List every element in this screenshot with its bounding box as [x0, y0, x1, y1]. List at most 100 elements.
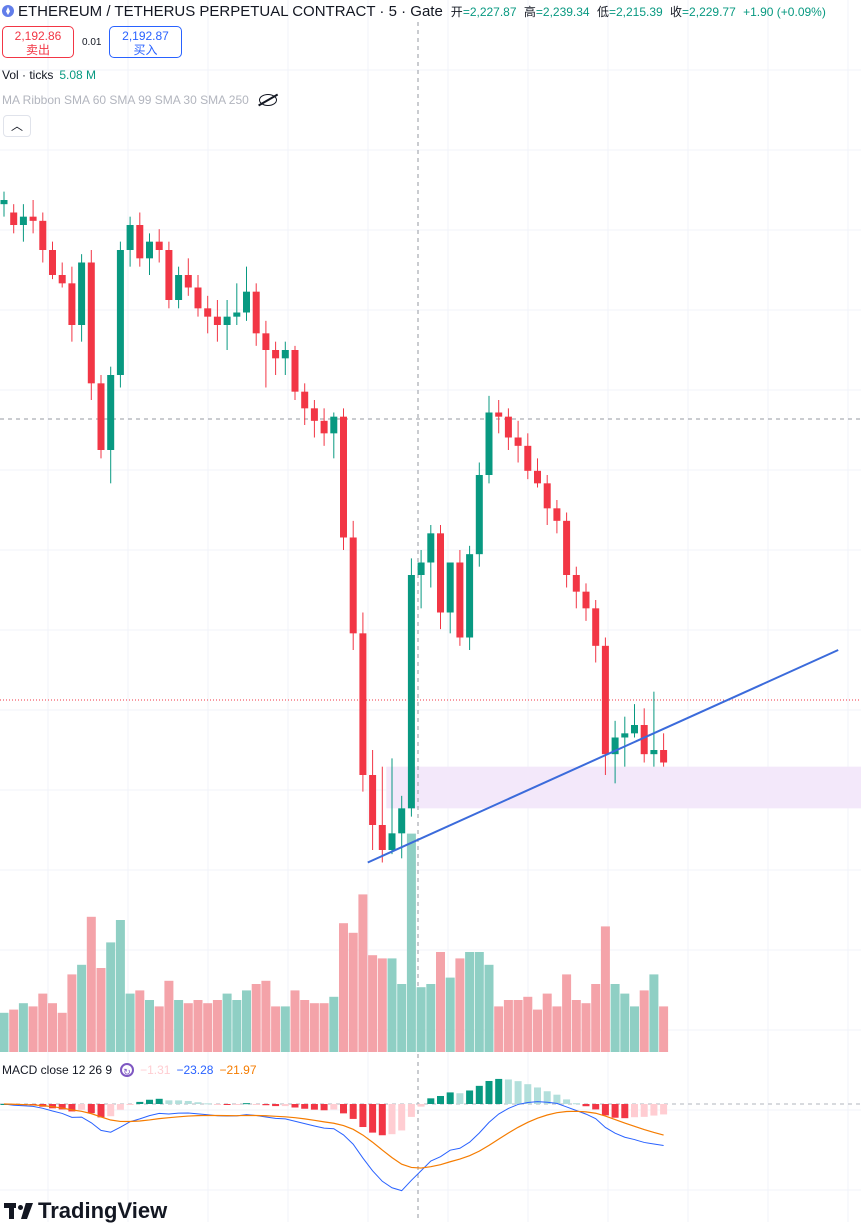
macd-histogram-bar [97, 1104, 105, 1118]
candle-body [446, 562, 454, 613]
candle-body [514, 437, 522, 446]
macd-histogram-bar [572, 1103, 580, 1105]
macd-histogram-bar [301, 1104, 309, 1109]
volume-bar [503, 1000, 513, 1052]
candle-body [611, 737, 619, 755]
candle-body [407, 575, 415, 809]
macd-histogram-bar [388, 1104, 396, 1135]
volume-bar [251, 984, 261, 1052]
macd-label: MACD close 12 26 9 [2, 1063, 113, 1077]
candle-body [349, 537, 357, 634]
volume-bar [552, 1006, 562, 1052]
ma-ribbon-legend[interactable]: MA Ribbon SMA 60 SMA 99 SMA 30 SMA 250 [2, 93, 277, 107]
volume-bar [174, 1000, 184, 1052]
buy-price: 2,192.87 [122, 29, 169, 43]
macd-histogram-bar [310, 1104, 318, 1110]
macd-histogram-bar [252, 1104, 260, 1105]
volume-bar [494, 1006, 504, 1052]
volume-bar [542, 993, 552, 1052]
candle-body [640, 725, 648, 755]
volume-bar [630, 1006, 639, 1052]
candle-body [398, 808, 406, 834]
refresh-icon[interactable]: ↻ [120, 1063, 135, 1077]
volume-bar [581, 1003, 591, 1052]
chevron-up-icon: ︿ [10, 119, 23, 133]
macd-signal-value: −21.97 [219, 1063, 257, 1077]
macd-histogram-bar [146, 1099, 153, 1104]
candle-body [107, 375, 115, 450]
macd-histogram-bar [126, 1104, 134, 1105]
spread-value: 0.01 [82, 37, 102, 48]
candle-body [631, 725, 638, 734]
open-value: =2,227.87 [462, 4, 517, 19]
volume-bar [533, 1009, 542, 1052]
macd-line-value: −23.28 [176, 1063, 214, 1077]
macd-histogram-bar [582, 1104, 590, 1107]
candle-body [320, 420, 328, 434]
macd-histogram-bar [514, 1081, 522, 1104]
volume-bar [57, 1012, 67, 1052]
volume-value: 5.08 M [59, 68, 97, 82]
volume-bar [222, 993, 232, 1052]
macd-histogram-bar [650, 1104, 658, 1116]
volume-legend[interactable]: Vol · ticks 5.08 M [2, 68, 96, 82]
volume-bar [125, 993, 135, 1052]
volume-bar [397, 984, 407, 1052]
candle-body [146, 241, 153, 259]
candle-body [524, 445, 532, 471]
macd-histogram-bar [563, 1099, 571, 1104]
volume-bar [445, 977, 455, 1052]
candle-body [291, 350, 299, 392]
volume-bar [300, 1000, 310, 1052]
volume-bar [135, 990, 145, 1052]
macd-histogram-bar [601, 1104, 609, 1116]
volume-bar [639, 990, 649, 1052]
candle-body [495, 412, 503, 417]
symbol-title[interactable]: ETHEREUM / TETHERUS PERPETUAL CONTRACT ·… [18, 2, 443, 20]
volume-bar [610, 984, 620, 1052]
candle-body [116, 250, 124, 375]
candle-body [427, 533, 435, 563]
candle-body [243, 291, 250, 313]
volume-bar [48, 1003, 57, 1052]
volume-bar [145, 1000, 154, 1052]
macd-line [3, 1101, 664, 1192]
volume-bar [329, 996, 339, 1052]
change-value: +1.90 (+0.09%) [743, 4, 826, 19]
volume-bar [309, 1003, 319, 1052]
macd-histogram-bar [553, 1094, 561, 1104]
macd-histogram-bar [369, 1104, 377, 1133]
macd-histogram-bar [320, 1104, 328, 1111]
macd-histogram-bar [184, 1100, 192, 1104]
collapse-legend-button[interactable]: ︿ [3, 115, 31, 137]
candle-body [213, 316, 221, 325]
macd-histogram-bar [456, 1093, 464, 1104]
macd-histogram-bar [427, 1098, 435, 1104]
candle-body [97, 383, 105, 450]
volume-bar [203, 1003, 213, 1052]
macd-histogram-bar [78, 1104, 86, 1110]
macd-histogram-bar [175, 1100, 183, 1104]
macd-histogram-bar [291, 1104, 299, 1108]
macd-histogram-bar [378, 1104, 386, 1136]
candle-body [485, 412, 493, 475]
macd-histogram-bar [446, 1092, 454, 1104]
hidden-eye-icon[interactable] [258, 94, 277, 106]
volume-bar [67, 974, 77, 1052]
brand-name: TradingView [38, 1198, 168, 1223]
sell-button[interactable]: 2,192.86 卖出 [2, 26, 74, 58]
tradingview-logo[interactable]: TradingView [4, 1198, 167, 1224]
candle-body [572, 575, 580, 592]
volume-bar [115, 920, 125, 1052]
macd-legend[interactable]: MACD close 12 26 9 ↻ −1.31 −23.28 −21.97 [2, 1063, 257, 1077]
volume-bar [600, 926, 610, 1052]
candle-body [456, 562, 464, 638]
volume-bar [280, 1006, 290, 1052]
candle-body [650, 750, 658, 755]
tradingview-logo-icon [4, 1201, 34, 1221]
buy-button[interactable]: 2,192.87 买入 [109, 26, 182, 58]
candle-body [272, 350, 280, 359]
volume-bar [212, 1000, 222, 1052]
volume-bar [649, 974, 659, 1052]
